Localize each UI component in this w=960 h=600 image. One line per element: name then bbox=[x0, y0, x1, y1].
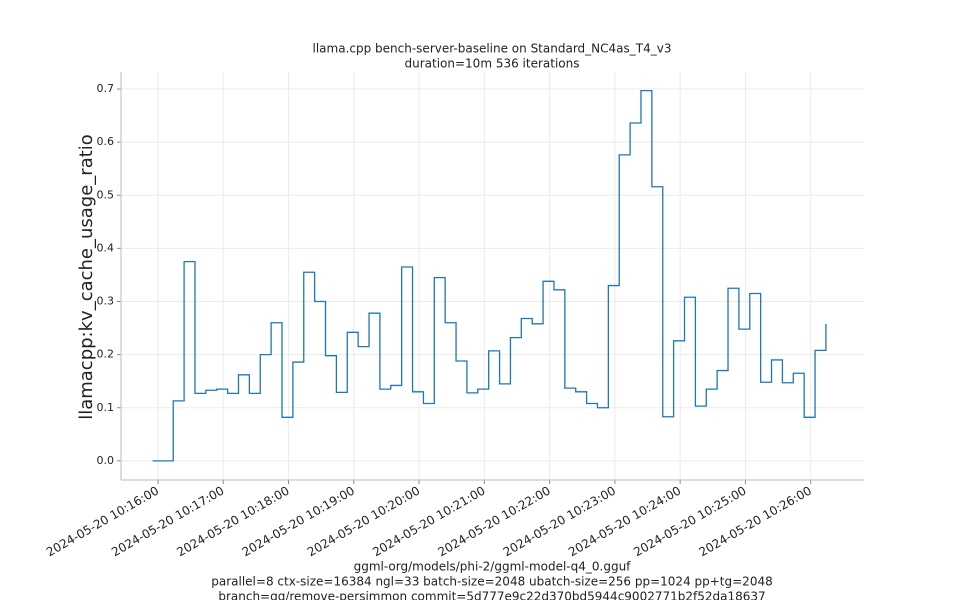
x-axis-label: parallel=8 ctx-size=16384 ngl=33 batch-s… bbox=[211, 575, 772, 589]
x-tick-label: 2024-05-20 10:26:00 bbox=[697, 484, 814, 560]
x-tick-label: 2024-05-20 10:18:00 bbox=[174, 484, 291, 560]
x-tick-label: 2024-05-20 10:20:00 bbox=[305, 484, 422, 560]
x-tick-label: 2024-05-20 10:24:00 bbox=[566, 484, 683, 560]
x-tick-label: 2024-05-20 10:19:00 bbox=[240, 484, 357, 560]
y-tick-label: 0.1 bbox=[97, 401, 115, 414]
x-tick-label: 2024-05-20 10:21:00 bbox=[370, 484, 487, 560]
chart-subtitle: duration=10m 536 iterations bbox=[405, 57, 580, 71]
x-axis-label: branch=gg/remove-persimmon commit=5d777e… bbox=[218, 590, 765, 600]
x-tick-label: 2024-05-20 10:25:00 bbox=[631, 484, 748, 560]
y-axis-label: llamacpp:kv_cache_usage_ratio bbox=[76, 134, 97, 420]
y-tick-label: 0.6 bbox=[97, 135, 115, 148]
chart-title: llama.cpp bench-server-baseline on Stand… bbox=[313, 42, 672, 56]
y-tick-label: 0.7 bbox=[97, 82, 115, 95]
y-tick-label: 0.0 bbox=[97, 454, 115, 467]
x-tick-label: 2024-05-20 10:16:00 bbox=[44, 484, 161, 560]
x-tick-label: 2024-05-20 10:23:00 bbox=[501, 484, 618, 560]
x-tick-label: 2024-05-20 10:17:00 bbox=[109, 484, 226, 560]
y-tick-label: 0.5 bbox=[97, 188, 115, 201]
x-axis-label: ggml-org/models/phi-2/ggml-model-q4_0.gg… bbox=[354, 560, 632, 574]
line bbox=[152, 89, 827, 462]
x-tick-label: 2024-05-20 10:22:00 bbox=[435, 484, 552, 560]
y-tick-label: 0.4 bbox=[97, 241, 115, 254]
y-tick-label: 0.2 bbox=[97, 348, 115, 361]
y-tick-label: 0.3 bbox=[97, 295, 115, 308]
